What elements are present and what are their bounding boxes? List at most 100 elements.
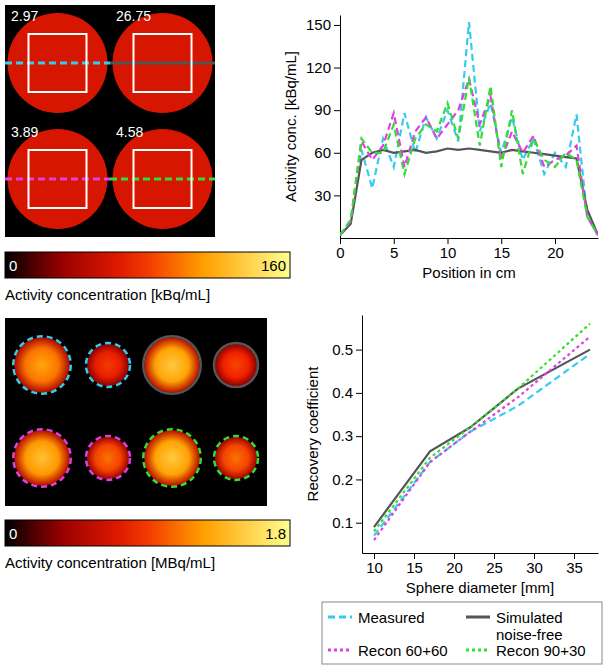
x-tick-label: 5 <box>390 244 398 261</box>
x-tick-label: 20 <box>547 244 564 261</box>
x-tick-label: 35 <box>566 559 583 576</box>
colorbar-tick-label: 1.8 <box>265 525 286 542</box>
legend-item: Measured <box>328 609 425 626</box>
x-tick: 15 <box>406 553 423 576</box>
y-tick-mark <box>356 350 362 351</box>
y-tick: 0.3 <box>332 427 362 444</box>
x-tick: 10 <box>366 553 383 576</box>
x-tick: 15 <box>493 238 510 261</box>
legend-swatch <box>466 649 490 652</box>
x-tick-label: 20 <box>446 559 463 576</box>
sphere-outline <box>13 336 71 394</box>
roi-square <box>134 34 192 92</box>
colorbar-title: Activity concentration [MBq/mL] <box>5 554 215 571</box>
x-tick-label: 15 <box>406 559 423 576</box>
y-tick-mark <box>334 68 340 69</box>
sphere-outline <box>86 343 130 387</box>
y-tick-label: 0.3 <box>332 427 353 444</box>
profile-line <box>110 62 215 65</box>
y-axis: 0.1 0.2 0.3 0.4 0.5 <box>332 316 362 554</box>
y-tick-label: 0.4 <box>332 384 353 401</box>
colorbar: 0 160 Activity concentration [kBq/mL] <box>5 252 290 303</box>
colorbar-scale <box>5 520 290 546</box>
colorbar-tick-label: 160 <box>261 257 286 274</box>
series-line <box>340 22 598 235</box>
y-tick-mark <box>334 25 340 26</box>
legend-swatch <box>328 616 352 619</box>
phantom-note: 2.97 <box>11 8 38 24</box>
y-tick: 120 <box>306 59 340 76</box>
image-background <box>5 318 267 506</box>
sphere-outline <box>143 429 201 487</box>
series-line <box>340 79 598 235</box>
y-tick-mark <box>356 523 362 524</box>
legend-swatch <box>328 649 352 652</box>
sphere <box>215 344 257 386</box>
y-tick: 90 <box>314 101 340 118</box>
colorbar-tick-label: 0 <box>9 525 17 542</box>
y-tick-label: 0.2 <box>332 471 353 488</box>
x-tick: 20 <box>446 553 463 576</box>
x-tick-label: 15 <box>493 244 510 261</box>
y-tick-label: 150 <box>306 16 331 33</box>
y-tick-mark <box>356 436 362 437</box>
legend-item: Simulatednoise-free <box>466 609 563 643</box>
y-tick-label: 120 <box>306 59 331 76</box>
legend-frame <box>322 602 602 664</box>
legend-label: Recon 60+60 <box>358 642 448 659</box>
x-tick-label: 25 <box>486 559 503 576</box>
x-tick-label: 10 <box>440 244 457 261</box>
roi-square <box>134 150 192 208</box>
legend-label: Measured <box>358 609 425 626</box>
y-tick: 60 <box>314 144 340 161</box>
y-axis-title: Activity conc. [kBq/mL] <box>282 51 299 202</box>
sphere-outline <box>214 343 258 387</box>
y-tick-label: 90 <box>314 101 331 118</box>
colorbar-scale <box>5 252 290 278</box>
legend-item: Recon 60+60 <box>328 642 448 659</box>
plot-area <box>374 324 590 540</box>
y-tick: 0.4 <box>332 384 362 401</box>
line-chart: 05101520306090120150Position in cmActivi… <box>282 16 599 282</box>
sphere <box>144 430 200 486</box>
x-axis-line <box>363 553 599 554</box>
y-tick-mark <box>334 110 340 111</box>
y-tick-mark <box>334 153 340 154</box>
y-tick: 150 <box>306 16 340 33</box>
phantom-note: 4.58 <box>116 124 143 140</box>
x-tick: 30 <box>526 553 543 576</box>
plot-area <box>340 22 598 235</box>
sphere <box>215 437 257 479</box>
x-tick-label: 0 <box>336 244 344 261</box>
y-tick: 30 <box>314 187 340 204</box>
series-line <box>374 354 590 536</box>
y-tick-label: 60 <box>314 144 331 161</box>
legend-label: Recon 90+30 <box>496 642 586 659</box>
profile-line <box>5 62 110 65</box>
colorbar: 0 1.8 Activity concentration [MBq/mL] <box>5 520 290 571</box>
x-axis-line <box>341 238 599 239</box>
y-tick-label: 0.5 <box>332 341 353 358</box>
series-line <box>374 350 590 527</box>
series-line <box>374 324 590 532</box>
y-axis-title: Recovery coefficient <box>304 366 321 502</box>
colorbar-title: Activity concentration [kBq/mL] <box>5 286 210 303</box>
y-tick-mark <box>356 393 362 394</box>
sphere <box>87 437 129 479</box>
series-line <box>374 337 590 540</box>
sphere <box>14 430 70 486</box>
y-axis: 30 60 90 120 150 <box>306 16 341 239</box>
sphere-outline <box>214 436 258 480</box>
phantom-note: 26.75 <box>116 8 151 24</box>
colorbar-tick-label: 0 <box>9 257 17 274</box>
x-tick: 25 <box>486 553 503 576</box>
x-tick: 35 <box>566 553 583 576</box>
sphere-outline <box>143 336 201 394</box>
y-axis-line <box>362 316 363 554</box>
legend: Measured Simulatednoise-free Recon 60+60 Re… <box>322 602 602 664</box>
sphere-image <box>5 318 267 506</box>
sphere <box>144 337 200 393</box>
figure: 2.9726.753.894.580160Activity concentrat… <box>0 0 608 668</box>
y-tick: 0.1 <box>332 514 362 531</box>
y-tick: 0.2 <box>332 471 362 488</box>
